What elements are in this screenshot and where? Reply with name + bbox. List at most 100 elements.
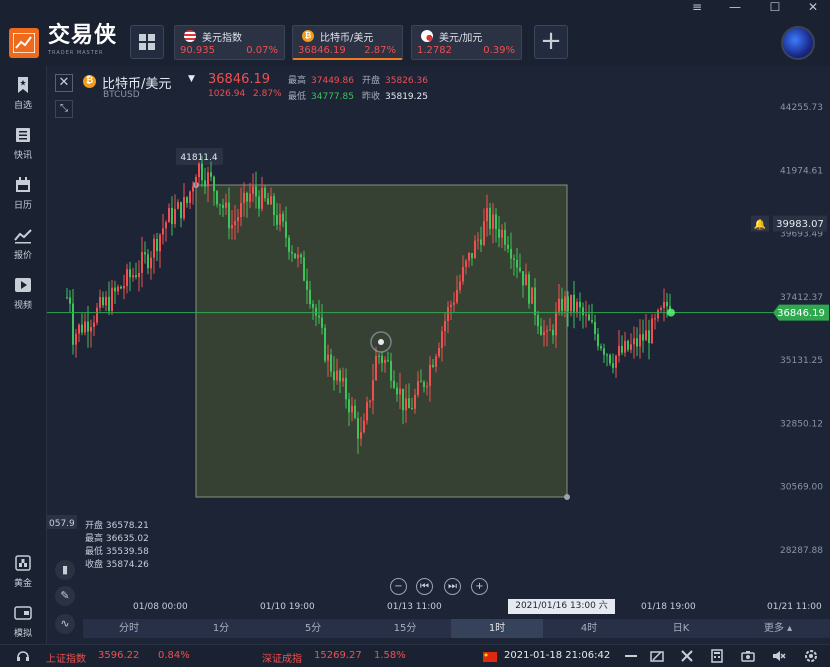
candle-body bbox=[642, 334, 644, 341]
candle-body bbox=[276, 215, 278, 225]
sidebar-item-calendar[interactable]: 日历 bbox=[0, 176, 46, 216]
tab-period-4h[interactable]: 4时 bbox=[580, 623, 598, 634]
y-tick-label: 41974.61 bbox=[780, 166, 823, 176]
candle-style-button[interactable]: ▮ bbox=[55, 560, 75, 580]
candle-body bbox=[234, 221, 236, 226]
indicator-button[interactable]: ∿ bbox=[55, 614, 75, 634]
candle-body bbox=[210, 172, 212, 177]
add-ticker-button[interactable]: + bbox=[534, 25, 568, 59]
candle-body bbox=[603, 348, 605, 355]
candle-body bbox=[156, 238, 158, 252]
candle-body bbox=[237, 217, 239, 222]
window-icon[interactable] bbox=[650, 649, 664, 663]
index-name[interactable]: 上证指数 bbox=[46, 654, 86, 665]
headset-icon[interactable] bbox=[16, 649, 30, 663]
tab-period-5m[interactable]: 5分 bbox=[304, 623, 322, 634]
sidebar-item-simulate[interactable]: 模拟 bbox=[0, 604, 46, 644]
current-price-dot bbox=[667, 308, 675, 317]
simulate-icon bbox=[14, 606, 32, 620]
candle-body bbox=[522, 271, 524, 286]
candle-body bbox=[87, 321, 89, 332]
zoom-out-button[interactable]: − bbox=[390, 578, 407, 595]
candle-body bbox=[489, 207, 491, 229]
tab-period-daily[interactable]: 日K bbox=[672, 623, 690, 634]
candle-body bbox=[183, 197, 185, 219]
y-tick-label: 30569.00 bbox=[780, 483, 823, 493]
candle-body bbox=[327, 354, 329, 361]
candle-body bbox=[621, 345, 623, 353]
candle-body bbox=[168, 207, 170, 223]
zoom-in-button[interactable]: + bbox=[471, 578, 488, 595]
calculator-icon[interactable] bbox=[710, 649, 724, 663]
scroll-left-button[interactable]: ⏮ bbox=[416, 578, 433, 595]
tab-period-15m[interactable]: 15分 bbox=[393, 623, 417, 634]
candle-body bbox=[378, 355, 380, 357]
candle-body bbox=[648, 330, 650, 344]
minimize-icon[interactable]: — bbox=[729, 0, 741, 14]
maximize-icon[interactable]: ☐ bbox=[769, 0, 781, 14]
candle-body bbox=[300, 254, 302, 258]
candle-body bbox=[393, 380, 395, 388]
candle-body bbox=[249, 193, 251, 202]
sidebar-item-watchlist[interactable]: 自选 bbox=[0, 76, 46, 116]
candle-body bbox=[420, 381, 422, 383]
user-avatar[interactable] bbox=[781, 26, 815, 60]
china-flag-icon bbox=[483, 652, 497, 662]
candle-body bbox=[408, 398, 410, 409]
ticker-card-usd-index[interactable]: 美元指数 90.935 0.07% bbox=[174, 25, 285, 60]
tools-icon[interactable] bbox=[680, 649, 694, 663]
scroll-right-button[interactable]: ⏭ bbox=[444, 578, 461, 595]
index-name[interactable]: 深证成指 bbox=[262, 654, 302, 665]
candle-body bbox=[618, 345, 620, 356]
menu-icon[interactable]: ≡ bbox=[691, 0, 703, 14]
candle-body bbox=[657, 310, 659, 319]
candle-body bbox=[540, 326, 542, 336]
close-chart-button[interactable]: ✕ bbox=[55, 74, 73, 92]
candle-body bbox=[81, 324, 83, 333]
candle-body bbox=[93, 322, 95, 328]
candle-body bbox=[492, 214, 494, 229]
collapse-chart-button[interactable]: ⤡ bbox=[55, 100, 73, 118]
candle-body bbox=[315, 307, 317, 316]
sidebar-label: 自选 bbox=[13, 101, 32, 111]
candle-body bbox=[516, 259, 518, 268]
sidebar-label: 报价 bbox=[13, 251, 32, 261]
candle-body bbox=[120, 286, 122, 289]
candle-body bbox=[297, 254, 299, 259]
candle-body bbox=[66, 297, 68, 299]
candlestick-chart[interactable]: 44255.73 41974.61 39693.49 37412.37 35131.25… bbox=[47, 66, 830, 644]
symbol-name[interactable]: 比特币/美元 bbox=[102, 77, 172, 92]
settings-icon[interactable] bbox=[804, 649, 818, 663]
sidebar-item-news[interactable]: 快讯 bbox=[0, 126, 46, 166]
camera-icon[interactable] bbox=[741, 649, 755, 663]
tab-period-1m[interactable]: 1分 bbox=[212, 623, 230, 634]
candle-body bbox=[660, 308, 662, 311]
candle-body bbox=[138, 272, 140, 278]
tab-period-1h[interactable]: 1时 bbox=[451, 619, 543, 638]
gold-icon bbox=[15, 555, 31, 571]
close-window-icon[interactable]: ✕ bbox=[807, 0, 819, 14]
x-tick-label: 01/21 11:00 bbox=[767, 602, 822, 612]
tab-period-more[interactable]: 更多 ▴ bbox=[763, 623, 793, 634]
layout-grid-button[interactable] bbox=[130, 25, 164, 59]
candle-body bbox=[417, 381, 419, 395]
ticker-card-bitcoin[interactable]: ₿ 比特币/美元 36846.19 2.87% bbox=[292, 25, 403, 60]
candle-body bbox=[360, 432, 362, 439]
ticker-card-usd-cad[interactable]: 美元/加元 1.2782 0.39% bbox=[411, 25, 522, 60]
draw-tool-button[interactable]: ✎ bbox=[55, 586, 75, 606]
sidebar-item-gold[interactable]: 黄金 bbox=[0, 554, 46, 594]
chevron-down-icon[interactable]: ▼ bbox=[188, 74, 195, 84]
mute-icon[interactable] bbox=[772, 649, 786, 663]
candle-body bbox=[438, 347, 440, 357]
x-tick-label: 01/13 11:00 bbox=[387, 602, 442, 612]
quote-chart-icon bbox=[14, 229, 32, 244]
sidebar-item-video[interactable]: 视频 bbox=[0, 276, 46, 316]
sidebar-item-quotes[interactable]: 报价 bbox=[0, 226, 46, 266]
candle-body bbox=[441, 331, 443, 348]
y-tick-label: 39693.49 bbox=[780, 230, 823, 240]
tab-period-timeshare[interactable]: 分时 bbox=[119, 623, 139, 634]
horizontal-line-tool-icon[interactable] bbox=[624, 649, 638, 663]
candle-body bbox=[366, 402, 368, 421]
candle-body bbox=[654, 318, 656, 320]
candle-body bbox=[213, 176, 215, 192]
